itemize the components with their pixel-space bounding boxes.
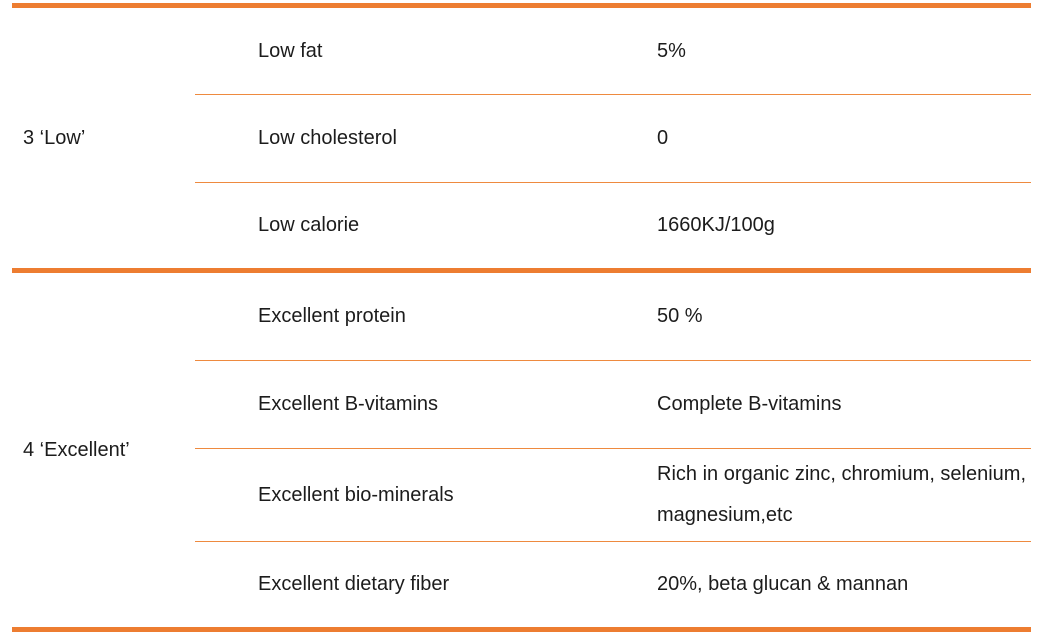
value-cell: 5%: [657, 39, 686, 62]
attribute-cell: Low fat: [258, 39, 323, 62]
table-row: Excellent dietary fiber 20%, beta glucan…: [195, 541, 1031, 627]
attribute-cell: Excellent B-vitamins: [258, 393, 439, 415]
table-row: Low fat 5%: [195, 8, 1031, 94]
group-rows-low: Low fat 5% Low cholesterol 0 Low calorie…: [195, 8, 1031, 268]
group-rows-excellent: Excellent protein 50 % Excellent B-vitam…: [195, 273, 1031, 627]
value-cell: Complete B-vitamins: [657, 393, 842, 415]
value-cell: 50 %: [657, 305, 703, 327]
group-label-low: 3 ‘Low’: [23, 126, 86, 149]
table-row: Excellent B-vitamins Complete B-vitamins: [195, 360, 1031, 448]
table-group-low: 3 ‘Low’ Low fat 5% Low cholesterol 0 Low…: [12, 8, 1031, 268]
group-label-excellent: 4 ‘Excellent’: [23, 438, 130, 461]
value-cell: 20%, beta glucan & mannan: [657, 573, 909, 595]
nutrition-claims-table: 3 ‘Low’ Low fat 5% Low cholesterol 0 Low…: [12, 3, 1031, 632]
table-row: Excellent bio-minerals Rich in organic z…: [195, 448, 1031, 541]
table-group-excellent: 4 ‘Excellent’ Excellent protein 50 % Exc…: [12, 268, 1031, 627]
table-row: Low cholesterol 0: [195, 94, 1031, 182]
table-row: Low calorie 1660KJ/100g: [195, 182, 1031, 268]
table-row: Excellent protein 50 %: [195, 273, 1031, 360]
attribute-cell: Excellent dietary fiber: [258, 573, 450, 595]
value-cell: Rich in organic zinc, chromium, selenium…: [657, 463, 1027, 526]
attribute-cell: Excellent protein: [258, 305, 406, 327]
value-cell: 1660KJ/100g: [657, 214, 775, 236]
attribute-cell: Excellent bio-minerals: [258, 483, 454, 506]
attribute-cell: Low cholesterol: [258, 127, 397, 149]
value-cell: 0: [657, 127, 669, 149]
attribute-cell: Low calorie: [258, 214, 360, 236]
